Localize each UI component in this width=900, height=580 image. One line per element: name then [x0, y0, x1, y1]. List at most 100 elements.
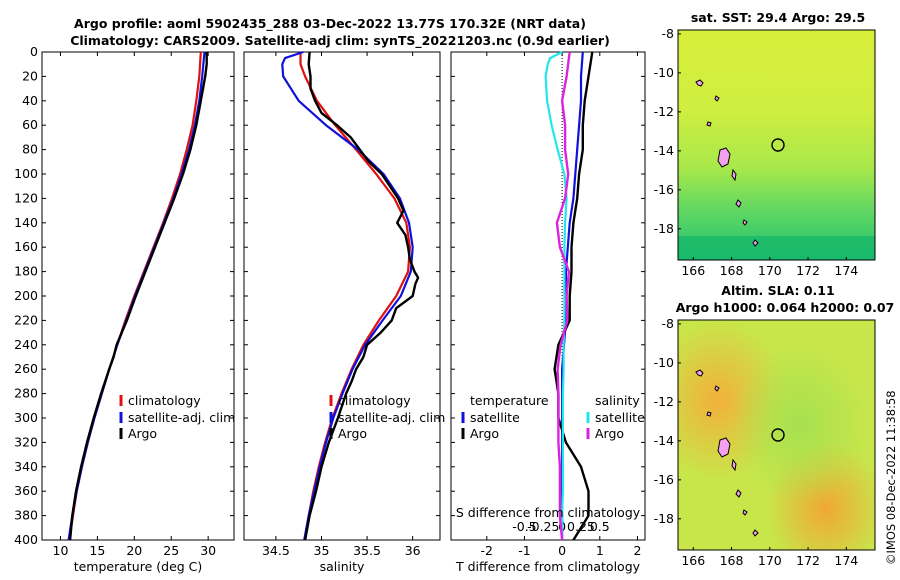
- ytick-label: 20: [22, 68, 38, 83]
- legend-label-satellite: satellite-adj. clim: [338, 410, 445, 425]
- ytick-label: 260: [14, 361, 38, 376]
- xtick-label: 35.5: [353, 543, 381, 558]
- difference-panel: -2 -1 0 1 2-0.5-0.250 0.250.5 T difference fr…: [450, 51, 646, 574]
- sst-cool-band: [678, 236, 875, 260]
- salinity-panel: 34.5 35 35.5 36 salinity climatology satell…: [243, 50, 445, 574]
- difference-legend-temperature: temperature satellite Argo: [461, 393, 549, 441]
- legend-label-temp-argo: Argo: [470, 426, 499, 441]
- temperature-axes-box: [41, 51, 235, 541]
- map-ytick-label: -14: [654, 143, 674, 158]
- xtick-label: -1: [518, 543, 530, 558]
- sst-islands: [695, 79, 759, 247]
- difference-axes-box: [450, 51, 646, 541]
- ytick-label: 360: [14, 483, 38, 498]
- xtick-label: 34.5: [262, 543, 290, 558]
- ytick-label: 100: [14, 166, 38, 181]
- ytick-label: 320: [14, 434, 38, 449]
- legend-label-sal-argo: Argo: [595, 426, 624, 441]
- xtick-top-label: 0.5: [590, 519, 610, 534]
- sla-map-frame: [677, 319, 876, 551]
- series-satellite-adj-clim: [281, 50, 414, 541]
- sla-map: Altim. SLA: 0.11 Argo h1000: 0.064 h2000…: [654, 283, 895, 568]
- sst-map: sat. SST: 29.4 Argo: 29.5 166 168 170 172 17…: [654, 10, 876, 278]
- map-ytick-label: -14: [654, 433, 674, 448]
- legend-title-salinity: salinity: [595, 393, 640, 408]
- difference-legend-salinity: salinity satellite Argo: [586, 393, 645, 441]
- map-ytick-label: -18: [654, 511, 674, 526]
- map-xtick-label: 170: [758, 553, 782, 568]
- series-argo: [68, 52, 208, 541]
- ytick-label: 160: [14, 239, 38, 254]
- legend-label-climatology: climatology: [128, 393, 201, 408]
- ytick-label: 180: [14, 264, 38, 279]
- sla-green-patch: [678, 320, 875, 550]
- sla-islands: [695, 369, 759, 537]
- ytick-label: 200: [14, 288, 38, 303]
- series-salinity-argo: [555, 51, 571, 541]
- map-ytick-label: -8: [662, 26, 675, 41]
- ytick-label: 40: [22, 93, 38, 108]
- temperature-legend: climatology satellite-adj. clim Argo: [119, 393, 235, 441]
- sla-map-title-2: Argo h1000: 0.064 h2000: 0.07: [676, 300, 895, 315]
- legend-label-temp-satellite: satellite: [470, 410, 520, 425]
- ytick-label: 60: [22, 117, 38, 132]
- legend-label-satellite: satellite-adj. clim: [128, 410, 235, 425]
- ytick-label: 240: [14, 337, 38, 352]
- sst-map-title: sat. SST: 29.4 Argo: 29.5: [691, 10, 865, 25]
- map-xtick-label: 172: [796, 553, 820, 568]
- map-xtick-label: 174: [834, 553, 858, 568]
- ytick-label: 120: [14, 190, 38, 205]
- sst-field: [678, 30, 875, 260]
- temperature-xlabel: temperature (deg C): [74, 559, 203, 574]
- xtick-label: 25: [163, 543, 179, 558]
- map-xtick-label: 166: [681, 553, 705, 568]
- difference-xlabel: T difference from climatology: [455, 559, 641, 574]
- map-ytick-label: -10: [654, 65, 674, 80]
- legend-label-sal-satellite: satellite: [595, 410, 645, 425]
- series-temperature-argo: [553, 51, 594, 541]
- ytick-label: 300: [14, 410, 38, 425]
- xtick-label: 36: [405, 543, 421, 558]
- salinity-legend: climatology satellite-adj. clim Argo: [329, 393, 445, 441]
- xtick-label: 10: [53, 543, 69, 558]
- ytick-label: 0: [30, 44, 38, 59]
- series-salinity-satellite: [544, 51, 568, 540]
- sla-argo-marker: [771, 428, 785, 442]
- ytick-label: 400: [14, 532, 38, 547]
- xtick-label: 30: [200, 543, 216, 558]
- map-ytick-label: -16: [654, 472, 674, 487]
- xtick-label: 0: [558, 543, 566, 558]
- temperature-panel: 0 20 40 60 80 100 120 140 160 180 200 220 240 260 280 3…: [14, 44, 235, 574]
- xtick-label: -2: [481, 543, 493, 558]
- map-ytick-label: -12: [654, 394, 674, 409]
- sst-map-frame: [677, 29, 876, 261]
- legend-label-climatology: climatology: [338, 393, 411, 408]
- ytick-label: 340: [14, 459, 38, 474]
- map-xtick-label: 170: [758, 263, 782, 278]
- map-ytick-label: -12: [654, 104, 674, 119]
- map-xtick-label: 166: [681, 263, 705, 278]
- sst-argo-marker: [771, 138, 785, 152]
- map-ytick-label: -16: [654, 182, 674, 197]
- salinity-xlabel: salinity: [320, 559, 365, 574]
- legend-title-temperature: temperature: [470, 393, 549, 408]
- difference-xlabel-top: S difference from climatology: [456, 505, 641, 520]
- xtick-label: 1: [596, 543, 604, 558]
- ytick-label: 380: [14, 508, 38, 523]
- map-ytick-label: -18: [654, 221, 674, 236]
- ytick-label: 140: [14, 215, 38, 230]
- map-xtick-label: 174: [834, 263, 858, 278]
- sla-map-title-1: Altim. SLA: 0.11: [721, 283, 834, 298]
- xtick-label: 15: [89, 543, 105, 558]
- title-line-2: Climatology: CARS2009. Satellite-adj cli…: [70, 33, 610, 49]
- map-xtick-label: 172: [796, 263, 820, 278]
- ytick-label: 220: [14, 312, 38, 327]
- map-xtick-label: 168: [720, 553, 744, 568]
- ytick-label: 280: [14, 386, 38, 401]
- ytick-label: 80: [22, 142, 38, 157]
- legend-label-argo: Argo: [128, 426, 157, 441]
- map-ytick-label: -10: [654, 355, 674, 370]
- timestamp: ©IMOS 08-Dec-2022 11:38:58: [884, 390, 898, 565]
- map-xtick-label: 168: [720, 263, 744, 278]
- salinity-axes-box: [243, 51, 441, 541]
